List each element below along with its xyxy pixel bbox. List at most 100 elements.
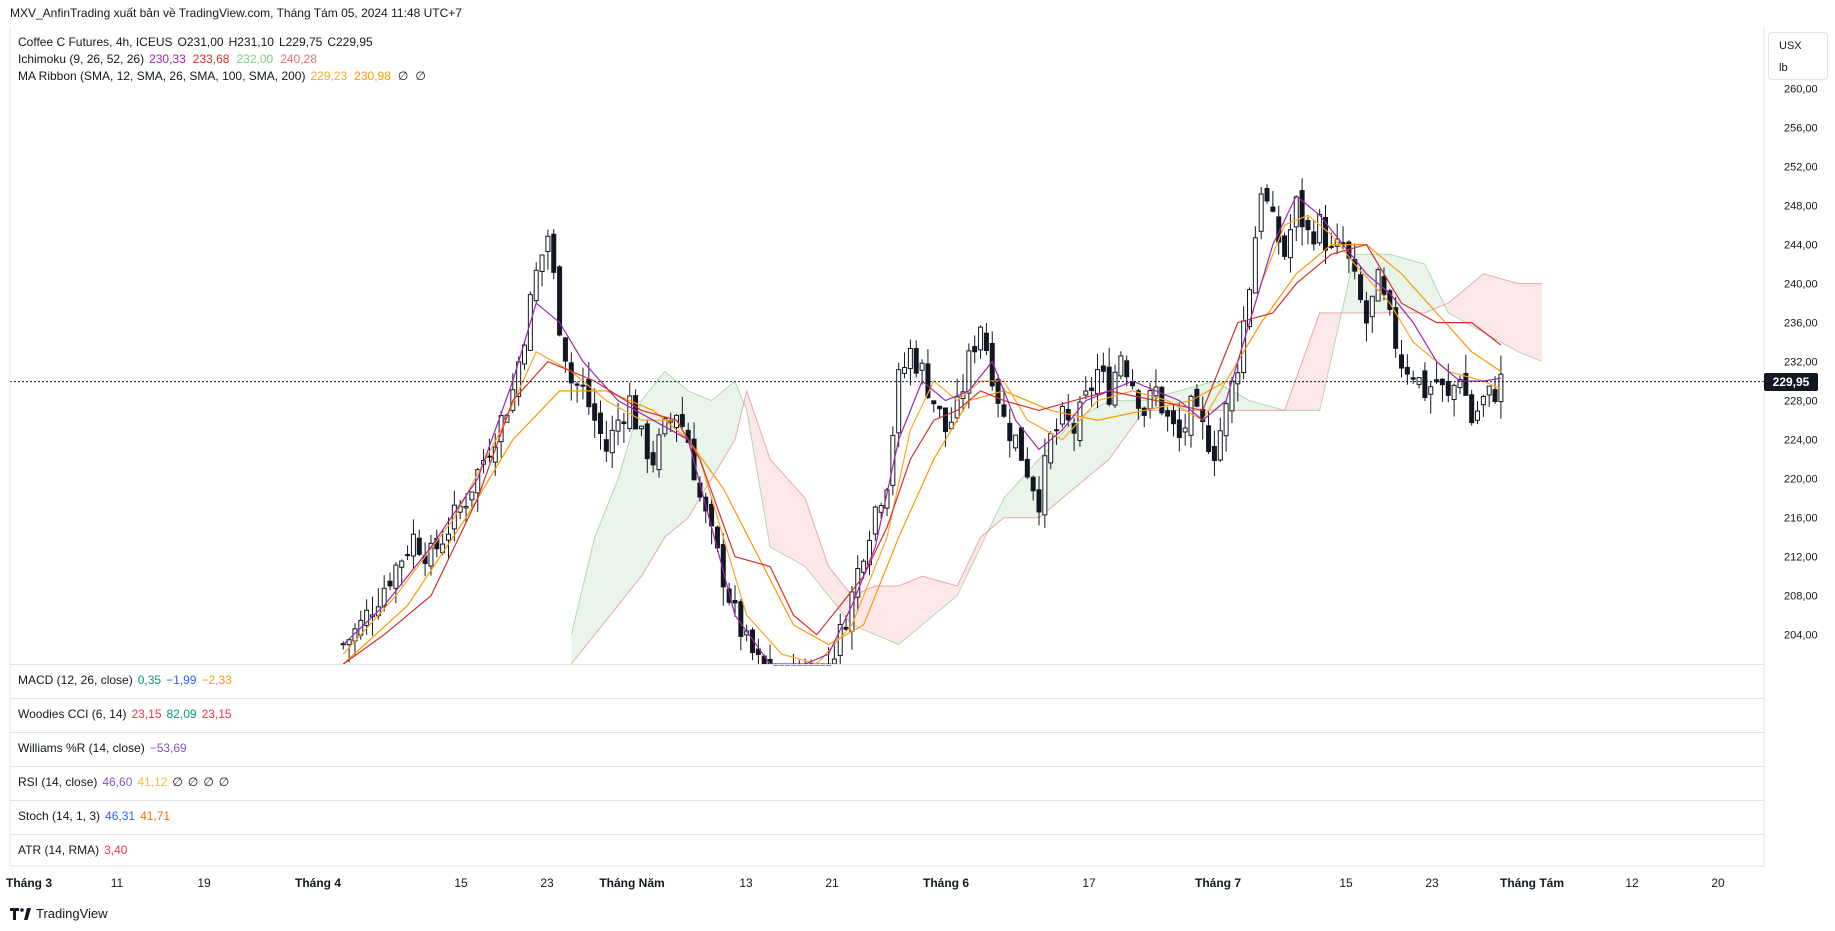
macd-pane-label[interactable]: MACD (12, 26, close) 0,35 −1,99 −2,33 (18, 673, 232, 687)
cloud-segment (878, 585, 882, 638)
ichimoku-value: 232,00 (236, 52, 274, 66)
candle-up (1457, 378, 1463, 389)
cloud-segment (1240, 395, 1244, 411)
candle-down (1176, 419, 1182, 438)
candle-up (469, 491, 475, 501)
cloud-segment (650, 386, 654, 562)
candle-down (983, 332, 989, 352)
cloud-segment (1053, 439, 1057, 506)
pane-divider (10, 664, 1765, 665)
cloud-segment (775, 465, 779, 552)
candle-up (463, 506, 469, 509)
candle-up (615, 419, 621, 432)
cloud-segment (714, 395, 718, 474)
cloud-segment (1255, 402, 1259, 411)
williams-r-pane-label[interactable]: Williams %R (14, close) −53,69 (18, 741, 187, 755)
cloud-segment (1123, 400, 1127, 439)
cloud-segment (802, 494, 806, 567)
cloud-segment (825, 557, 829, 596)
cloud-segment (872, 585, 876, 635)
time-axis-tick: 23 (540, 876, 554, 890)
candle-up (1252, 237, 1258, 294)
rsi-pane-label[interactable]: RSI (14, close) 46,60 41,12 ∅ ∅ ∅ ∅ (18, 775, 229, 789)
cloud-segment (1459, 290, 1463, 321)
candle-down (1399, 354, 1405, 369)
cloud-segment (1322, 312, 1326, 398)
cloud-segment (1313, 320, 1317, 411)
cloud-segment (995, 510, 999, 526)
price-axis[interactable]: 204,00 208,00 212,00 216,00 220,00 224,00 228,… (1784, 45, 1818, 642)
currency-label: USX (1779, 40, 1802, 52)
price-axis-tick: 260,00 (1784, 84, 1818, 96)
price-axis-tick: 220,00 (1784, 474, 1818, 486)
time-axis-tick: 11 (110, 876, 124, 890)
candle-down (1124, 360, 1130, 378)
legend-ma-ribbon-row[interactable]: MA Ribbon (SMA, 12, SMA, 26, SMA, 100, S… (18, 68, 428, 85)
atr-pane-label[interactable]: ATR (14, RMA) 3,40 (18, 843, 127, 857)
pane-divider (10, 766, 1765, 767)
candles (340, 178, 1504, 666)
cloud-segment (992, 516, 996, 528)
cloud-segment (1518, 283, 1522, 354)
candle-down (942, 407, 948, 433)
atr-value: 3,40 (104, 843, 128, 857)
cloud-segment (641, 396, 645, 577)
candle-down (1404, 366, 1410, 375)
candle-down (1264, 188, 1270, 202)
time-axis-tick: Tháng 6 (922, 876, 970, 890)
candle-down (551, 233, 557, 273)
woodies-cci-pane-label[interactable]: Woodies CCI (6, 14) 23,15 82,09 23,15 (18, 707, 232, 721)
cloud-segment (1497, 277, 1501, 343)
cloud-segment (1097, 405, 1101, 469)
candle-up (1475, 410, 1481, 421)
time-axis-tick: 17 (1082, 876, 1096, 890)
price-axis-tick: 208,00 (1784, 591, 1818, 603)
cloud-segment (1261, 403, 1265, 411)
rsi-value: ∅ (172, 775, 183, 789)
cloud-segment (1421, 263, 1425, 313)
ma-26-line (342, 244, 1502, 665)
tradingview-footer[interactable]: TradingView (10, 906, 108, 921)
cloud-segment (670, 376, 674, 533)
cloud-segment (626, 439, 630, 595)
cloud-segment (1515, 282, 1519, 352)
stoch-pane-label[interactable]: Stoch (14, 1, 3) 46,31 41,71 (18, 809, 170, 823)
cloud-segment (612, 485, 616, 613)
candle-down (1492, 389, 1498, 402)
chart-legend: Coffee C Futures, 4h, ICEUS O231,00 H231… (18, 34, 428, 85)
candle-up (638, 425, 644, 430)
cloud-segment (1112, 400, 1116, 456)
cloud-segment (615, 478, 619, 610)
ichimoku-label: Ichimoku (9, 26, 52, 26) (18, 52, 145, 66)
ichimoku-value: 233,68 (192, 52, 230, 66)
unit-selector[interactable]: USX lb (1768, 32, 1828, 80)
price-axis-tick: 212,00 (1784, 552, 1818, 564)
cloud-segment (951, 584, 955, 601)
candle-up (522, 344, 528, 365)
candle-down (1469, 394, 1475, 424)
cloud-segment (895, 585, 899, 645)
legend-symbol-row[interactable]: Coffee C Futures, 4h, ICEUS O231,00 H231… (18, 34, 428, 51)
cloud-segment (945, 582, 949, 606)
candle-down (679, 414, 685, 427)
cloud-segment (1345, 280, 1349, 313)
candle-down (755, 648, 761, 655)
symbol-close: C229,95 (327, 35, 373, 49)
candle-down (1141, 407, 1147, 416)
cloud-segment (819, 540, 823, 589)
rsi-value: ∅ (187, 775, 199, 789)
cloud-segment (822, 549, 826, 593)
candle-down (1282, 235, 1288, 257)
cloud-segment (910, 579, 914, 635)
williams-r-label: Williams %R (14, close) (18, 741, 145, 755)
cloud-segment (1243, 397, 1247, 411)
legend-ichimoku-row[interactable]: Ichimoku (9, 26, 52, 26) 230,33 233,68 2… (18, 51, 428, 68)
williams-r-value: −53,69 (149, 741, 187, 755)
cloud-segment (960, 573, 964, 590)
cloud-segment (1027, 468, 1031, 518)
cloud-segment (907, 581, 911, 638)
symbol-high: H231,10 (228, 35, 274, 49)
candle-down (644, 423, 650, 460)
cloud-segment (1486, 274, 1490, 336)
